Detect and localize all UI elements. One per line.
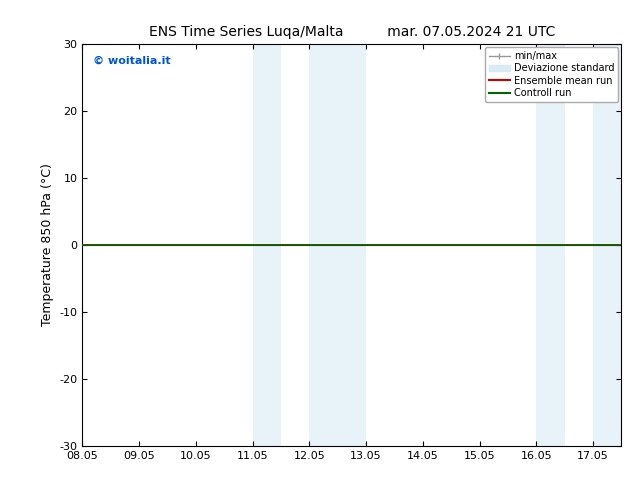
- Text: © woitalia.it: © woitalia.it: [93, 56, 171, 66]
- Legend: min/max, Deviazione standard, Ensemble mean run, Controll run: min/max, Deviazione standard, Ensemble m…: [485, 47, 618, 102]
- Title: ENS Time Series Luqa/Malta          mar. 07.05.2024 21 UTC: ENS Time Series Luqa/Malta mar. 07.05.20…: [149, 25, 555, 39]
- Bar: [309, 44, 366, 446]
- Y-axis label: Temperature 850 hPa (°C): Temperature 850 hPa (°C): [41, 164, 54, 326]
- Bar: [252, 44, 281, 446]
- Bar: [593, 44, 621, 446]
- Bar: [536, 44, 565, 446]
